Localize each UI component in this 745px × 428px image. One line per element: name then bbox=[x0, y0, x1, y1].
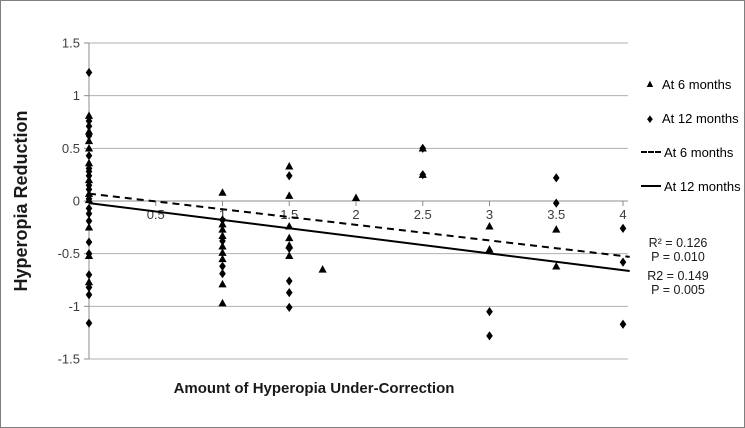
y-tick-label: 0.5 bbox=[62, 141, 80, 156]
diamond-data-point bbox=[619, 257, 627, 267]
diamond-data-point bbox=[285, 276, 293, 286]
diamond-data-point bbox=[219, 236, 226, 246]
diamond-data-point bbox=[285, 171, 293, 181]
diamond-marker-icon: ♦ bbox=[646, 110, 654, 126]
diamond-data-point bbox=[619, 319, 627, 329]
triangle-data-point bbox=[218, 254, 227, 263]
diamond-data-point bbox=[85, 209, 93, 219]
x-tick-label: 1 bbox=[219, 207, 226, 222]
diamond-data-point bbox=[85, 151, 93, 161]
x-tick-label: 4 bbox=[619, 207, 626, 222]
y-axis-title: Hyperopia Reduction bbox=[11, 110, 31, 292]
diamond-data-point bbox=[486, 306, 493, 317]
diamond-data-point bbox=[85, 237, 93, 247]
legend-label: At 12 months bbox=[664, 178, 741, 194]
x-axis-title: Amount of Hyperopia Under-Correction bbox=[173, 380, 455, 397]
triangle-data-point bbox=[84, 127, 94, 135]
diamond-data-point bbox=[85, 171, 93, 181]
y-tick-label: -1.5 bbox=[58, 351, 80, 366]
diamond-data-point bbox=[85, 318, 93, 328]
p-value: P = 0.005 bbox=[651, 283, 705, 297]
diamond-data-point bbox=[419, 143, 427, 153]
triangle-data-point bbox=[552, 262, 561, 270]
legend-item-12-months-markers: ♦ At 12 months bbox=[641, 101, 741, 135]
triangle-data-point bbox=[218, 241, 227, 250]
legend-label: At 12 months bbox=[662, 110, 739, 126]
diamond-data-point bbox=[552, 198, 560, 208]
legend-label: At 6 months bbox=[664, 144, 734, 160]
y-tick-label: 0 bbox=[73, 194, 80, 209]
legend-item-6-months-markers: ▲ At 6 months bbox=[641, 67, 741, 101]
x-tick-label: 3.5 bbox=[547, 207, 565, 222]
legend-item-12-months-trendline: At 12 months bbox=[641, 169, 741, 203]
triangle-data-point bbox=[218, 279, 227, 288]
diamond-data-point bbox=[85, 67, 93, 78]
x-tick-label: 2.5 bbox=[414, 207, 432, 222]
diamond-data-point bbox=[85, 116, 93, 126]
diamond-data-point bbox=[219, 261, 226, 271]
triangle-data-point bbox=[285, 233, 294, 242]
diamond-data-point bbox=[85, 121, 93, 131]
x-tick-label: 1.5 bbox=[280, 207, 298, 222]
triangle-data-point bbox=[84, 277, 94, 286]
triangle-data-point bbox=[485, 221, 494, 230]
triangle-data-point bbox=[84, 158, 94, 167]
triangle-data-point bbox=[351, 193, 361, 202]
triangle-data-point bbox=[318, 265, 327, 273]
x-tick-label: 0.5 bbox=[147, 207, 165, 222]
diamond-data-point bbox=[85, 184, 93, 195]
diamond-data-point bbox=[85, 194, 93, 204]
triangle-data-point bbox=[285, 251, 294, 259]
triangle-data-point bbox=[218, 248, 227, 256]
solid-trend-line bbox=[88, 202, 630, 273]
triangle-data-point bbox=[84, 223, 94, 231]
r-squared-value: R² = 0.126 bbox=[648, 236, 708, 250]
x-tick-label: 2 bbox=[352, 207, 359, 222]
triangle-data-point bbox=[84, 144, 94, 152]
r-squared-value: R2 = 0.149 bbox=[647, 269, 709, 283]
triangle-data-point bbox=[218, 225, 227, 233]
triangle-data-point bbox=[84, 136, 94, 145]
triangle-data-point bbox=[84, 111, 94, 119]
diamond-data-point bbox=[85, 282, 93, 292]
diamond-data-point bbox=[419, 170, 427, 180]
diamond-data-point bbox=[285, 302, 293, 312]
triangle-data-point bbox=[285, 191, 294, 199]
triangle-marker-icon: ▲ bbox=[644, 77, 656, 90]
diamond-data-point bbox=[85, 270, 93, 280]
legend-label: At 6 months bbox=[662, 76, 732, 92]
diamond-data-point bbox=[285, 243, 293, 253]
dashed-line-icon bbox=[641, 151, 661, 153]
y-tick-label: -0.5 bbox=[58, 246, 80, 261]
diamond-data-point bbox=[85, 249, 93, 259]
diamond-data-point bbox=[85, 290, 93, 300]
y-tick-label: 1 bbox=[73, 88, 80, 103]
diamond-data-point bbox=[619, 223, 627, 233]
diamond-data-point bbox=[85, 131, 93, 141]
x-tick-label: 3 bbox=[486, 207, 493, 222]
triangle-data-point bbox=[285, 161, 294, 170]
diamond-data-point bbox=[85, 216, 93, 226]
r-squared-annotation-12-months: R2 = 0.149 P = 0.005 bbox=[633, 269, 723, 297]
legend: ▲ At 6 months ♦ At 12 months At 6 months… bbox=[641, 67, 741, 203]
diamond-data-point bbox=[85, 203, 93, 213]
diamond-data-point bbox=[219, 269, 226, 279]
triangle-data-point bbox=[485, 245, 494, 253]
triangle-data-point bbox=[218, 231, 227, 239]
y-tick-label: 1.5 bbox=[62, 36, 80, 51]
triangle-data-point bbox=[218, 298, 227, 307]
solid-line-icon bbox=[641, 185, 661, 187]
r-squared-annotation-6-months: R² = 0.126 P = 0.010 bbox=[633, 236, 723, 264]
p-value: P = 0.010 bbox=[651, 250, 705, 264]
diamond-data-point bbox=[285, 288, 293, 298]
triangle-data-point bbox=[552, 225, 561, 233]
dashed-trend-line bbox=[88, 192, 630, 258]
y-tick-label: -1 bbox=[68, 299, 80, 314]
triangle-data-point bbox=[218, 188, 227, 196]
diamond-data-point bbox=[552, 173, 560, 183]
diamond-data-point bbox=[486, 331, 493, 341]
legend-item-6-months-trendline: At 6 months bbox=[641, 135, 741, 169]
